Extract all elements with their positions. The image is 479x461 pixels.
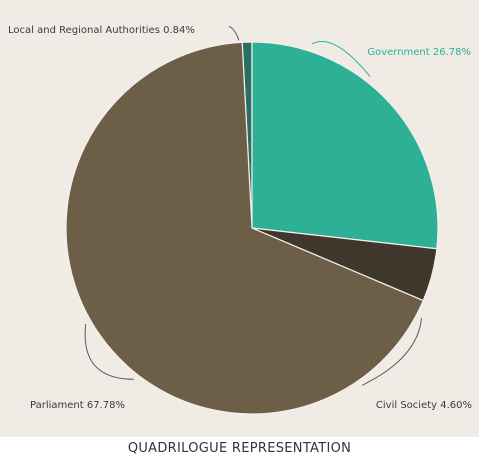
slice-label-government: Government 26.78% — [367, 47, 471, 58]
leader-line-1 — [311, 40, 371, 78]
slice-label-civil-society: Civil Society 4.60% — [376, 400, 472, 411]
pie-chart: Local and Regional Authorities 0.84% Gove… — [8, 25, 472, 415]
pie-slice-parliament[interactable] — [65, 41, 425, 415]
pie-slice-government[interactable] — [251, 41, 439, 250]
slice-label-local-and-regional-authorities: Local and Regional Authorities 0.84% — [8, 25, 195, 36]
chart-panel: Local and Regional Authorities 0.84% Gove… — [0, 0, 479, 437]
leader-line-2 — [361, 318, 423, 386]
leader-line-3 — [84, 323, 134, 380]
leader-line-0 — [228, 25, 240, 41]
chart-caption: QUADRILOGUE REPRESENTATION — [127, 441, 352, 456]
slice-label-parliament: Parliament 67.78% — [30, 400, 125, 411]
